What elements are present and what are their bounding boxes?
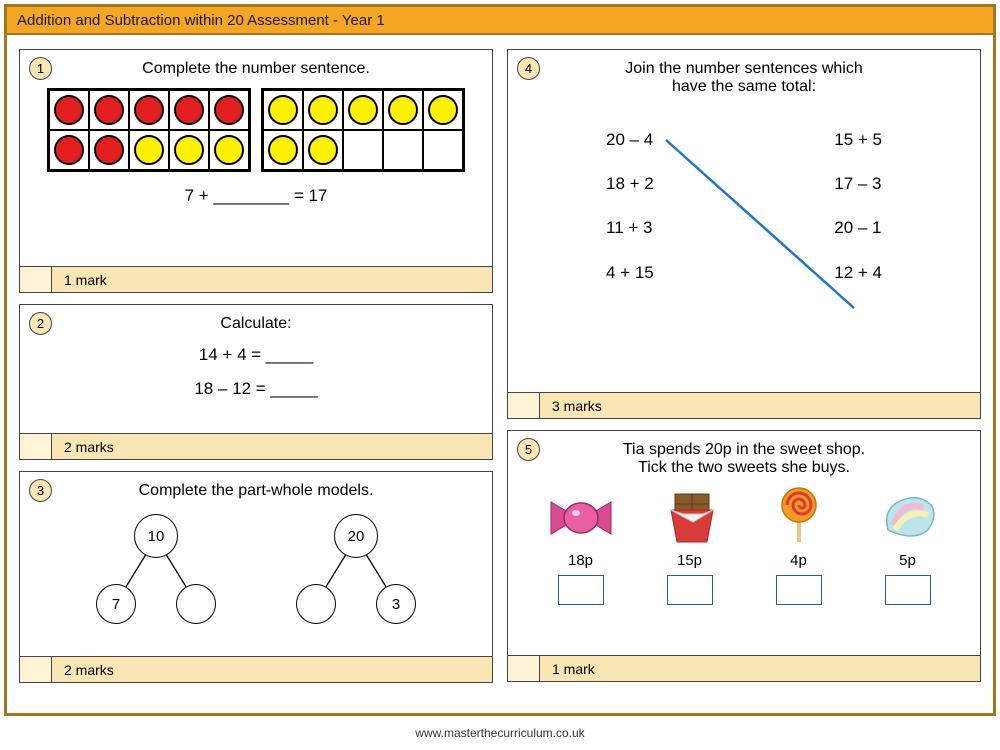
yellow-counter-icon xyxy=(348,95,378,125)
join-item[interactable]: 12 + 4 xyxy=(834,251,882,295)
tick-row xyxy=(526,575,962,605)
question-badge: 5 xyxy=(517,438,540,461)
ten-frame-cell xyxy=(49,90,89,130)
join-item[interactable]: 17 – 3 xyxy=(834,162,882,206)
yellow-counter-icon xyxy=(268,135,298,165)
ten-frame-cell xyxy=(303,130,343,170)
join-left-col: 20 – 418 + 211 + 34 + 15 xyxy=(606,118,654,295)
q4-prompt-1: Join the number sentences which xyxy=(526,60,962,78)
ten-frame-1 xyxy=(47,88,251,172)
tick-box[interactable] xyxy=(885,575,931,605)
ten-frame-cell xyxy=(129,90,169,130)
red-counter-icon xyxy=(174,95,204,125)
footer-url: www.masterthecurriculum.co.uk xyxy=(0,726,1000,740)
q2-eq2[interactable]: 18 – 12 = _____ xyxy=(38,379,474,399)
join-area[interactable]: 20 – 418 + 211 + 34 + 15 15 + 517 – 320 … xyxy=(526,108,962,348)
sweet-wrapped: 18p xyxy=(531,490,631,569)
sweets-row: 18p 15p xyxy=(526,485,962,569)
join-right-col: 15 + 517 – 320 – 112 + 4 xyxy=(834,118,882,295)
tick-box[interactable] xyxy=(667,575,713,605)
part-whole-1[interactable]: 10 7 xyxy=(81,508,231,628)
question-badge: 4 xyxy=(517,57,540,80)
q5-prompt-1: Tia spends 20p in the sweet shop. xyxy=(526,441,962,459)
header-bar: Addition and Subtraction within 20 Asses… xyxy=(7,7,993,35)
part-whole-2[interactable]: 20 3 xyxy=(281,508,431,628)
join-item[interactable]: 4 + 15 xyxy=(606,251,654,295)
ten-frame-cell xyxy=(343,130,383,170)
yellow-counter-icon xyxy=(268,95,298,125)
question-1: 1 Complete the number sentence. 7 + ____… xyxy=(19,49,493,267)
question-2: 2 Calculate: 14 + 4 = _____ 18 – 12 = __… xyxy=(19,304,493,434)
ten-frame-cell xyxy=(423,130,463,170)
ten-frame-cell xyxy=(423,90,463,130)
question-4: 4 Join the number sentences which have t… xyxy=(507,49,981,393)
red-counter-icon xyxy=(54,135,84,165)
mark-input-box[interactable] xyxy=(508,656,540,681)
question-badge: 3 xyxy=(29,479,52,502)
join-item[interactable]: 15 + 5 xyxy=(834,118,882,162)
mark-input-box[interactable] xyxy=(508,393,540,418)
q4-mark-bar: 3 marks xyxy=(508,392,980,418)
ten-frame-cell xyxy=(49,130,89,170)
q2-mark-bar: 2 marks xyxy=(20,433,492,459)
ten-frame-cell xyxy=(303,90,343,130)
ten-frame-cell xyxy=(169,130,209,170)
worksheet-frame: Addition and Subtraction within 20 Asses… xyxy=(4,4,996,716)
yellow-counter-icon xyxy=(174,135,204,165)
q4-prompt-2: have the same total: xyxy=(526,78,962,96)
q3-mark-bar: 2 marks xyxy=(20,656,492,682)
ten-frame-cell xyxy=(169,90,209,130)
yellow-counter-icon xyxy=(134,135,164,165)
content-grid: 1 Complete the number sentence. 7 + ____… xyxy=(7,37,993,713)
question-badge: 1 xyxy=(29,57,52,80)
join-item[interactable]: 20 – 1 xyxy=(834,206,882,250)
ten-frame-cell xyxy=(129,130,169,170)
mark-input-box[interactable] xyxy=(20,434,52,459)
header-title: Addition and Subtraction within 20 Asses… xyxy=(17,12,385,29)
yellow-counter-icon xyxy=(308,95,338,125)
q2-prompt: Calculate: xyxy=(38,315,474,333)
ten-frame-cell xyxy=(89,90,129,130)
join-item[interactable]: 20 – 4 xyxy=(606,118,654,162)
ten-frame-cell xyxy=(383,90,423,130)
q2-eq1[interactable]: 14 + 4 = _____ xyxy=(38,345,474,365)
ten-frame-cell xyxy=(343,90,383,130)
q5-prompt-2: Tick the two sweets she buys. xyxy=(526,459,962,477)
ten-frame-cell xyxy=(209,130,249,170)
ten-frame-cell xyxy=(383,130,423,170)
q1-mark-bar: 1 mark xyxy=(20,266,492,292)
red-counter-icon xyxy=(54,95,84,125)
ten-frame-cell xyxy=(263,90,303,130)
tick-box[interactable] xyxy=(558,575,604,605)
red-counter-icon xyxy=(134,95,164,125)
red-counter-icon xyxy=(94,135,124,165)
sweet-marshmallow: 5p xyxy=(858,490,958,569)
yellow-counter-icon xyxy=(428,95,458,125)
question-badge: 2 xyxy=(29,312,52,335)
question-3: 3 Complete the part-whole models. 10 7 2… xyxy=(19,471,493,657)
tick-box[interactable] xyxy=(776,575,822,605)
red-counter-icon xyxy=(94,95,124,125)
ten-frame-cell xyxy=(209,90,249,130)
q3-prompt: Complete the part-whole models. xyxy=(38,482,474,500)
ten-frame-cell xyxy=(89,130,129,170)
mark-input-box[interactable] xyxy=(20,657,52,682)
mark-input-box[interactable] xyxy=(20,267,52,292)
q1-prompt: Complete the number sentence. xyxy=(38,60,474,78)
q1-equation[interactable]: 7 + ________ = 17 xyxy=(38,186,474,206)
sweet-lollipop: 4p xyxy=(749,485,849,569)
q5-mark-bar: 1 mark xyxy=(508,655,980,681)
question-5: 5 Tia spends 20p in the sweet shop. Tick… xyxy=(507,430,981,656)
sweet-chocbar: 15p xyxy=(640,490,740,569)
ten-frame-2 xyxy=(261,88,465,172)
join-item[interactable]: 11 + 3 xyxy=(606,206,654,250)
ten-frames xyxy=(38,88,474,172)
red-counter-icon xyxy=(214,95,244,125)
ten-frame-cell xyxy=(263,130,303,170)
yellow-counter-icon xyxy=(308,135,338,165)
yellow-counter-icon xyxy=(388,95,418,125)
yellow-counter-icon xyxy=(214,135,244,165)
join-item[interactable]: 18 + 2 xyxy=(606,162,654,206)
